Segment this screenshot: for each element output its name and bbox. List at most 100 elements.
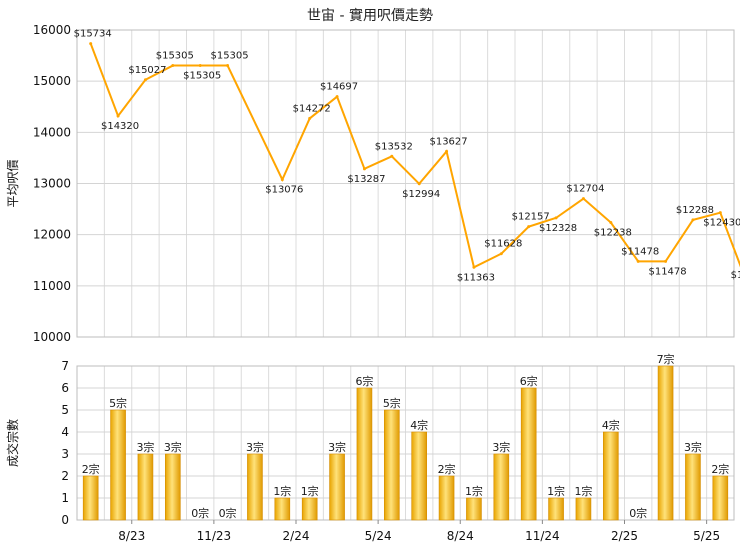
y-tick-label: 3 bbox=[61, 447, 69, 461]
volume-data-label: 2宗 bbox=[711, 462, 729, 476]
y-tick-label: 10000 bbox=[33, 330, 71, 344]
x-tick-label: 11/24 bbox=[525, 529, 560, 543]
price-data-label: $12328 bbox=[539, 223, 577, 234]
y-tick-label: 15000 bbox=[33, 74, 71, 88]
price-data-label: $15734 bbox=[74, 29, 112, 40]
volume-bar bbox=[301, 497, 318, 521]
volume-bar bbox=[110, 409, 126, 521]
volume-bar bbox=[548, 497, 564, 521]
x-tick-label: 8/24 bbox=[447, 529, 474, 543]
price-point bbox=[390, 154, 394, 158]
price-data-label: $11019 bbox=[731, 270, 740, 281]
price-point bbox=[417, 182, 421, 186]
volume-bar bbox=[247, 453, 263, 521]
y-tick-label: 11000 bbox=[33, 279, 71, 293]
y-tick-label: 4 bbox=[61, 425, 69, 439]
volume-data-label: 3宗 bbox=[164, 440, 182, 454]
price-point bbox=[171, 64, 175, 68]
price-point bbox=[691, 218, 695, 222]
plot-frame bbox=[76, 365, 735, 521]
price-point bbox=[143, 78, 147, 82]
volume-bar bbox=[438, 475, 455, 521]
price-point bbox=[472, 265, 476, 269]
volume-data-label: 2宗 bbox=[438, 462, 456, 476]
price-point bbox=[718, 211, 722, 215]
volume-data-label: 3宗 bbox=[328, 440, 346, 454]
volume-bar bbox=[274, 497, 291, 521]
price-point bbox=[581, 197, 585, 201]
x-tick-label: 8/23 bbox=[118, 529, 145, 543]
x-tick-label: 5/25 bbox=[693, 529, 720, 543]
volume-bar bbox=[685, 453, 701, 521]
x-tick-label: 11/23 bbox=[197, 529, 232, 543]
price-point bbox=[636, 259, 640, 263]
volume-data-label: 1宗 bbox=[301, 484, 319, 498]
price-data-label: $15027 bbox=[128, 65, 166, 76]
y-tick-label: 13000 bbox=[33, 177, 71, 191]
price-data-label: $12288 bbox=[676, 205, 714, 216]
price-data-label: $12157 bbox=[512, 212, 550, 223]
price-data-label: $11478 bbox=[621, 246, 659, 257]
volume-bar bbox=[137, 453, 154, 521]
volume-bar bbox=[520, 387, 537, 521]
volume-data-label: 4宗 bbox=[410, 418, 428, 432]
volume-data-label: 5宗 bbox=[109, 396, 127, 410]
price-line bbox=[89, 43, 740, 269]
y-tick-label: 5 bbox=[61, 403, 69, 417]
volume-data-label: 0宗 bbox=[629, 506, 647, 520]
volume-data-label: 3宗 bbox=[492, 440, 510, 454]
price-point bbox=[554, 216, 558, 220]
volume-data-label: 3宗 bbox=[136, 440, 154, 454]
x-tick-label: 2/24 bbox=[283, 529, 310, 543]
volume-data-label: 6宗 bbox=[355, 374, 373, 388]
x-tick-label: 2/25 bbox=[611, 529, 638, 543]
price-data-label: $13287 bbox=[347, 174, 385, 185]
price-point bbox=[198, 64, 202, 68]
volume-data-label: 1宗 bbox=[574, 484, 592, 498]
plot-frame bbox=[76, 29, 735, 338]
volume-data-label: 2宗 bbox=[82, 462, 100, 476]
price-point bbox=[308, 116, 312, 120]
volume-bar bbox=[493, 453, 510, 521]
price-point bbox=[116, 114, 120, 118]
price-data-label: $15305 bbox=[183, 71, 221, 82]
volume-data-label: 7宗 bbox=[657, 352, 675, 366]
y-axis-label: 成交宗數 bbox=[5, 419, 20, 467]
price-point bbox=[609, 220, 613, 224]
price-data-label: $14320 bbox=[101, 121, 139, 132]
volume-data-label: 6宗 bbox=[520, 374, 538, 388]
volume-bar bbox=[712, 475, 729, 521]
y-tick-label: 12000 bbox=[33, 228, 71, 242]
volume-data-label: 0宗 bbox=[191, 506, 209, 520]
volume-data-label: 0宗 bbox=[219, 506, 237, 520]
volume-bar bbox=[411, 431, 427, 521]
volume-data-label: 1宗 bbox=[465, 484, 483, 498]
volume-bar bbox=[657, 365, 674, 521]
volume-data-label: 1宗 bbox=[273, 484, 291, 498]
volume-bar bbox=[466, 497, 482, 521]
price-data-label: $12994 bbox=[402, 189, 440, 200]
price-data-label: $11478 bbox=[648, 266, 686, 277]
y-tick-label: 16000 bbox=[33, 23, 71, 37]
price-data-label: $13627 bbox=[429, 136, 467, 147]
price-data-label: $14697 bbox=[320, 82, 358, 93]
volume-bar bbox=[603, 431, 619, 521]
volume-bar bbox=[356, 387, 373, 521]
volume-bar bbox=[82, 475, 99, 521]
price-data-label: $14272 bbox=[293, 103, 331, 114]
volume-data-label: 4宗 bbox=[602, 418, 620, 432]
price-point bbox=[280, 178, 284, 182]
y-tick-label: 1 bbox=[61, 491, 69, 505]
price-data-label: $11363 bbox=[457, 272, 495, 283]
price-point bbox=[445, 149, 449, 153]
y-tick-label: 2 bbox=[61, 469, 69, 483]
price-data-label: $15305 bbox=[156, 51, 194, 62]
volume-bar bbox=[329, 453, 345, 521]
price-point bbox=[527, 225, 531, 229]
y-tick-label: 7 bbox=[61, 359, 69, 373]
price-data-label: $11628 bbox=[484, 239, 522, 250]
chart-title: 世宙 - 實用呎價走勢 bbox=[307, 7, 433, 24]
volume-bar bbox=[165, 453, 181, 521]
